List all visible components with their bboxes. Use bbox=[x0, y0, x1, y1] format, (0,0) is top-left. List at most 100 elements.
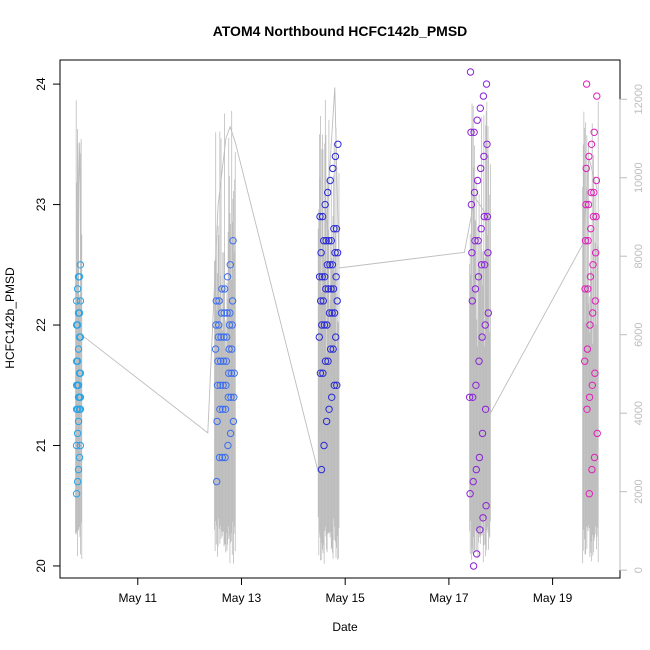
data-point bbox=[72, 297, 81, 305]
data-point bbox=[593, 429, 601, 438]
y-tick-label: 22 bbox=[34, 318, 48, 332]
data-point bbox=[227, 393, 235, 401]
data-point bbox=[324, 188, 332, 197]
data-point bbox=[473, 550, 481, 558]
data-point bbox=[223, 273, 232, 281]
data-point bbox=[333, 297, 341, 305]
data-point bbox=[322, 237, 330, 245]
data-point bbox=[228, 321, 236, 329]
data-point bbox=[225, 345, 233, 353]
data-point bbox=[469, 477, 477, 486]
data-point bbox=[329, 285, 338, 293]
data-point bbox=[325, 309, 334, 317]
data-point bbox=[581, 357, 589, 365]
data-point bbox=[586, 273, 595, 281]
data-point bbox=[315, 333, 323, 341]
data-point bbox=[475, 357, 483, 365]
x-tick-label: May 19 bbox=[533, 591, 573, 605]
data-point bbox=[320, 321, 329, 329]
secondary-series-layer bbox=[75, 87, 599, 564]
data-point bbox=[326, 176, 334, 185]
data-point bbox=[590, 188, 598, 197]
data-point bbox=[331, 249, 339, 257]
data-point bbox=[321, 200, 329, 209]
data-point bbox=[476, 104, 484, 112]
data-point bbox=[328, 261, 337, 269]
data-point bbox=[223, 309, 231, 317]
data-point bbox=[467, 128, 475, 137]
data-point bbox=[228, 297, 237, 305]
data-point bbox=[466, 490, 474, 498]
data-point bbox=[592, 249, 600, 257]
data-point bbox=[211, 345, 220, 353]
data-point bbox=[589, 309, 597, 317]
data-point bbox=[470, 128, 478, 137]
data-point bbox=[582, 80, 591, 88]
data-point bbox=[319, 369, 327, 377]
data-point bbox=[76, 369, 85, 377]
data-point bbox=[76, 261, 85, 269]
data-point bbox=[332, 273, 340, 281]
data-point bbox=[583, 345, 592, 353]
data-point bbox=[72, 441, 81, 450]
data-point bbox=[592, 176, 601, 185]
data-point bbox=[328, 309, 336, 317]
data-point bbox=[226, 309, 234, 317]
data-point bbox=[317, 465, 326, 474]
data-point bbox=[221, 285, 229, 293]
data-point bbox=[477, 164, 485, 173]
data-point bbox=[484, 309, 492, 317]
data-point bbox=[324, 357, 332, 365]
data-point bbox=[329, 164, 337, 173]
data-point bbox=[472, 381, 480, 389]
data-point bbox=[329, 345, 337, 353]
data-point bbox=[221, 453, 229, 462]
data-point bbox=[76, 297, 85, 305]
data-point bbox=[480, 152, 488, 161]
secondary-tick-label: 8000 bbox=[633, 244, 645, 268]
data-point bbox=[318, 212, 327, 221]
data-point bbox=[589, 212, 598, 221]
data-point bbox=[73, 357, 82, 365]
data-point bbox=[214, 333, 223, 341]
data-point bbox=[76, 393, 85, 401]
y-tick-label: 21 bbox=[34, 438, 48, 452]
data-point bbox=[217, 333, 225, 341]
data-point bbox=[589, 261, 597, 269]
data-point bbox=[473, 176, 482, 185]
points-layer bbox=[72, 68, 601, 570]
data-point bbox=[222, 357, 231, 365]
data-point bbox=[585, 152, 593, 161]
data-point bbox=[592, 212, 600, 221]
data-point bbox=[331, 152, 340, 161]
data-point bbox=[332, 333, 340, 341]
data-point bbox=[317, 297, 325, 305]
data-point bbox=[583, 405, 591, 413]
data-point bbox=[216, 405, 224, 413]
x-axis-label: Date bbox=[332, 620, 358, 634]
data-point bbox=[219, 405, 227, 413]
data-point bbox=[318, 321, 326, 329]
data-point bbox=[318, 273, 326, 281]
data-point bbox=[321, 357, 330, 365]
x-tick-label: May 13 bbox=[222, 591, 262, 605]
secondary-tick-label: 6000 bbox=[633, 322, 645, 346]
secondary-tick-label: 0 bbox=[633, 567, 645, 573]
data-point bbox=[73, 429, 82, 438]
data-point bbox=[212, 297, 221, 305]
data-point bbox=[473, 116, 481, 124]
data-point bbox=[477, 225, 485, 233]
data-point bbox=[470, 188, 479, 197]
data-point bbox=[587, 140, 596, 149]
data-point bbox=[73, 285, 82, 293]
data-point bbox=[213, 477, 221, 486]
data-point bbox=[474, 273, 483, 281]
data-point bbox=[323, 261, 331, 269]
data-point bbox=[220, 333, 228, 341]
data-point bbox=[593, 92, 601, 100]
data-point bbox=[326, 261, 334, 269]
data-point bbox=[219, 381, 227, 389]
data-point bbox=[328, 393, 336, 401]
data-point bbox=[225, 369, 233, 377]
